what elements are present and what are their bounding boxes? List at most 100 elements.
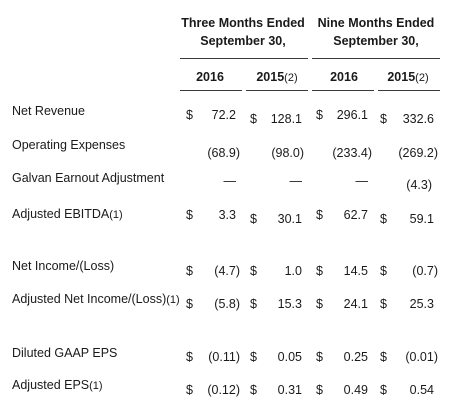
row-label-galvan-earnout: Galvan Earnout Adjustment [12,171,164,185]
cell-value: 62.7 [343,208,368,222]
row-label-text: Operating Expenses [12,138,126,152]
cell-value: (233.4) [332,146,372,160]
year-rule-2016-n [312,90,374,91]
table-cell: — [186,172,237,190]
group-header-nine-months: Nine Months Ended September 30, [312,14,440,50]
dollar-sign: $ [316,297,323,311]
row-label-text: Adjusted EBITDA [12,207,110,221]
header-rule-three-months [180,58,308,59]
dollar-sign: $ [316,208,323,222]
cell-value: 59.1 [409,212,434,226]
cell-value: 25.3 [409,297,434,311]
row-label-adjusted-net-income: Adjusted Net Income/(Loss)(1) [12,292,180,306]
cell-value: (68.9) [207,146,240,160]
cell-value: 30.1 [277,212,302,226]
dollar-sign: $ [250,350,257,364]
table-cell: $ 30.1 [250,210,302,228]
column-note: (2) [415,72,429,84]
group-header-line2: September 30, [333,34,419,48]
dollar-sign: $ [250,212,257,226]
column-year: 2016 [196,70,224,84]
dollar-sign: $ [380,297,387,311]
row-label-text: Adjusted Net Income/(Loss) [12,292,167,306]
dollar-sign: $ [316,264,323,278]
dollar-sign: $ [380,383,387,397]
column-header-2015-q: 2015(2) [246,70,308,84]
cell-value: — [289,174,303,188]
table-cell: $ 1.0 [250,262,302,280]
table-cell: $ 0.05 [250,348,302,366]
row-label-text: Net Revenue [12,104,85,118]
table-cell: $ 0.31 [250,381,302,399]
cell-value: 128.1 [270,112,302,126]
table-cell: (4.3) [380,176,432,194]
column-year: 2015 [387,70,416,84]
cell-value: (5.8) [214,297,240,311]
table-cell: (233.4) [316,144,372,162]
table-cell: $ 25.3 [380,295,434,313]
dollar-sign: $ [186,350,193,364]
table-cell: $ (5.8) [186,295,240,313]
dollar-sign: $ [250,264,257,278]
dollar-sign: $ [380,264,387,278]
cell-value: (0.12) [207,383,240,397]
table-cell: (98.0) [250,144,304,162]
cell-value: 0.31 [277,383,302,397]
cell-value: 3.3 [218,208,236,222]
row-label-net-income: Net Income/(Loss) [12,259,114,273]
table-cell: $ 0.25 [316,348,368,366]
table-cell: $ 0.49 [316,381,368,399]
table-cell: — [316,172,369,190]
header-rule-nine-months [312,58,440,59]
table-cell: $ 3.3 [186,206,236,224]
row-label-note: (1) [109,209,123,221]
table-cell: $ (0.11) [186,348,240,366]
cell-value: (4.3) [406,178,432,192]
column-header-2015-n: 2015(2) [376,70,440,84]
dollar-sign: $ [316,108,323,122]
group-header-line1: Three Months Ended [181,16,305,30]
dollar-sign: $ [250,383,257,397]
row-label-operating-expenses: Operating Expenses [12,138,125,152]
row-label-net-revenue: Net Revenue [12,104,85,118]
year-rule-2016-q [180,90,242,91]
cell-value: 0.54 [409,383,434,397]
cell-value: 296.1 [336,108,368,122]
cell-value: 15.3 [277,297,302,311]
dollar-sign: $ [186,264,193,278]
cell-value: (0.7) [412,264,438,278]
cell-value: (0.11) [208,350,240,364]
column-year: 2015 [256,70,285,84]
row-label-adjusted-eps: Adjusted EPS(1) [12,378,103,392]
table-cell: (269.2) [380,144,438,162]
column-year: 2016 [330,70,358,84]
table-cell: $ 296.1 [316,106,368,124]
cell-value: — [223,174,237,188]
dollar-sign: $ [380,350,387,364]
table-cell: $ 24.1 [316,295,368,313]
row-label-text: Diluted GAAP EPS [12,346,118,360]
table-cell: $ 332.6 [380,110,434,128]
cell-value: (0.01) [405,350,438,364]
group-header-line2: September 30, [200,34,286,48]
cell-value: 1.0 [284,264,302,278]
dollar-sign: $ [250,297,257,311]
dollar-sign: $ [250,112,257,126]
table-cell: (68.9) [186,144,240,162]
year-rule-2015-n [378,90,440,91]
row-label-note: (1) [89,380,103,392]
column-header-2016-q: 2016 [182,70,238,84]
dollar-sign: $ [186,383,193,397]
cell-value: (269.2) [398,146,438,160]
table-cell: $ 0.54 [380,381,434,399]
table-cell: — [250,172,303,190]
dollar-sign: $ [316,350,323,364]
column-header-2016-n: 2016 [314,70,374,84]
row-label-note: (1) [166,294,180,306]
cell-value: 0.05 [277,350,302,364]
cell-value: 0.49 [343,383,368,397]
table-cell: $ (0.7) [380,262,438,280]
cell-value: 24.1 [343,297,368,311]
table-cell: $ 62.7 [316,206,368,224]
row-label-diluted-gaap-eps: Diluted GAAP EPS [12,346,117,360]
